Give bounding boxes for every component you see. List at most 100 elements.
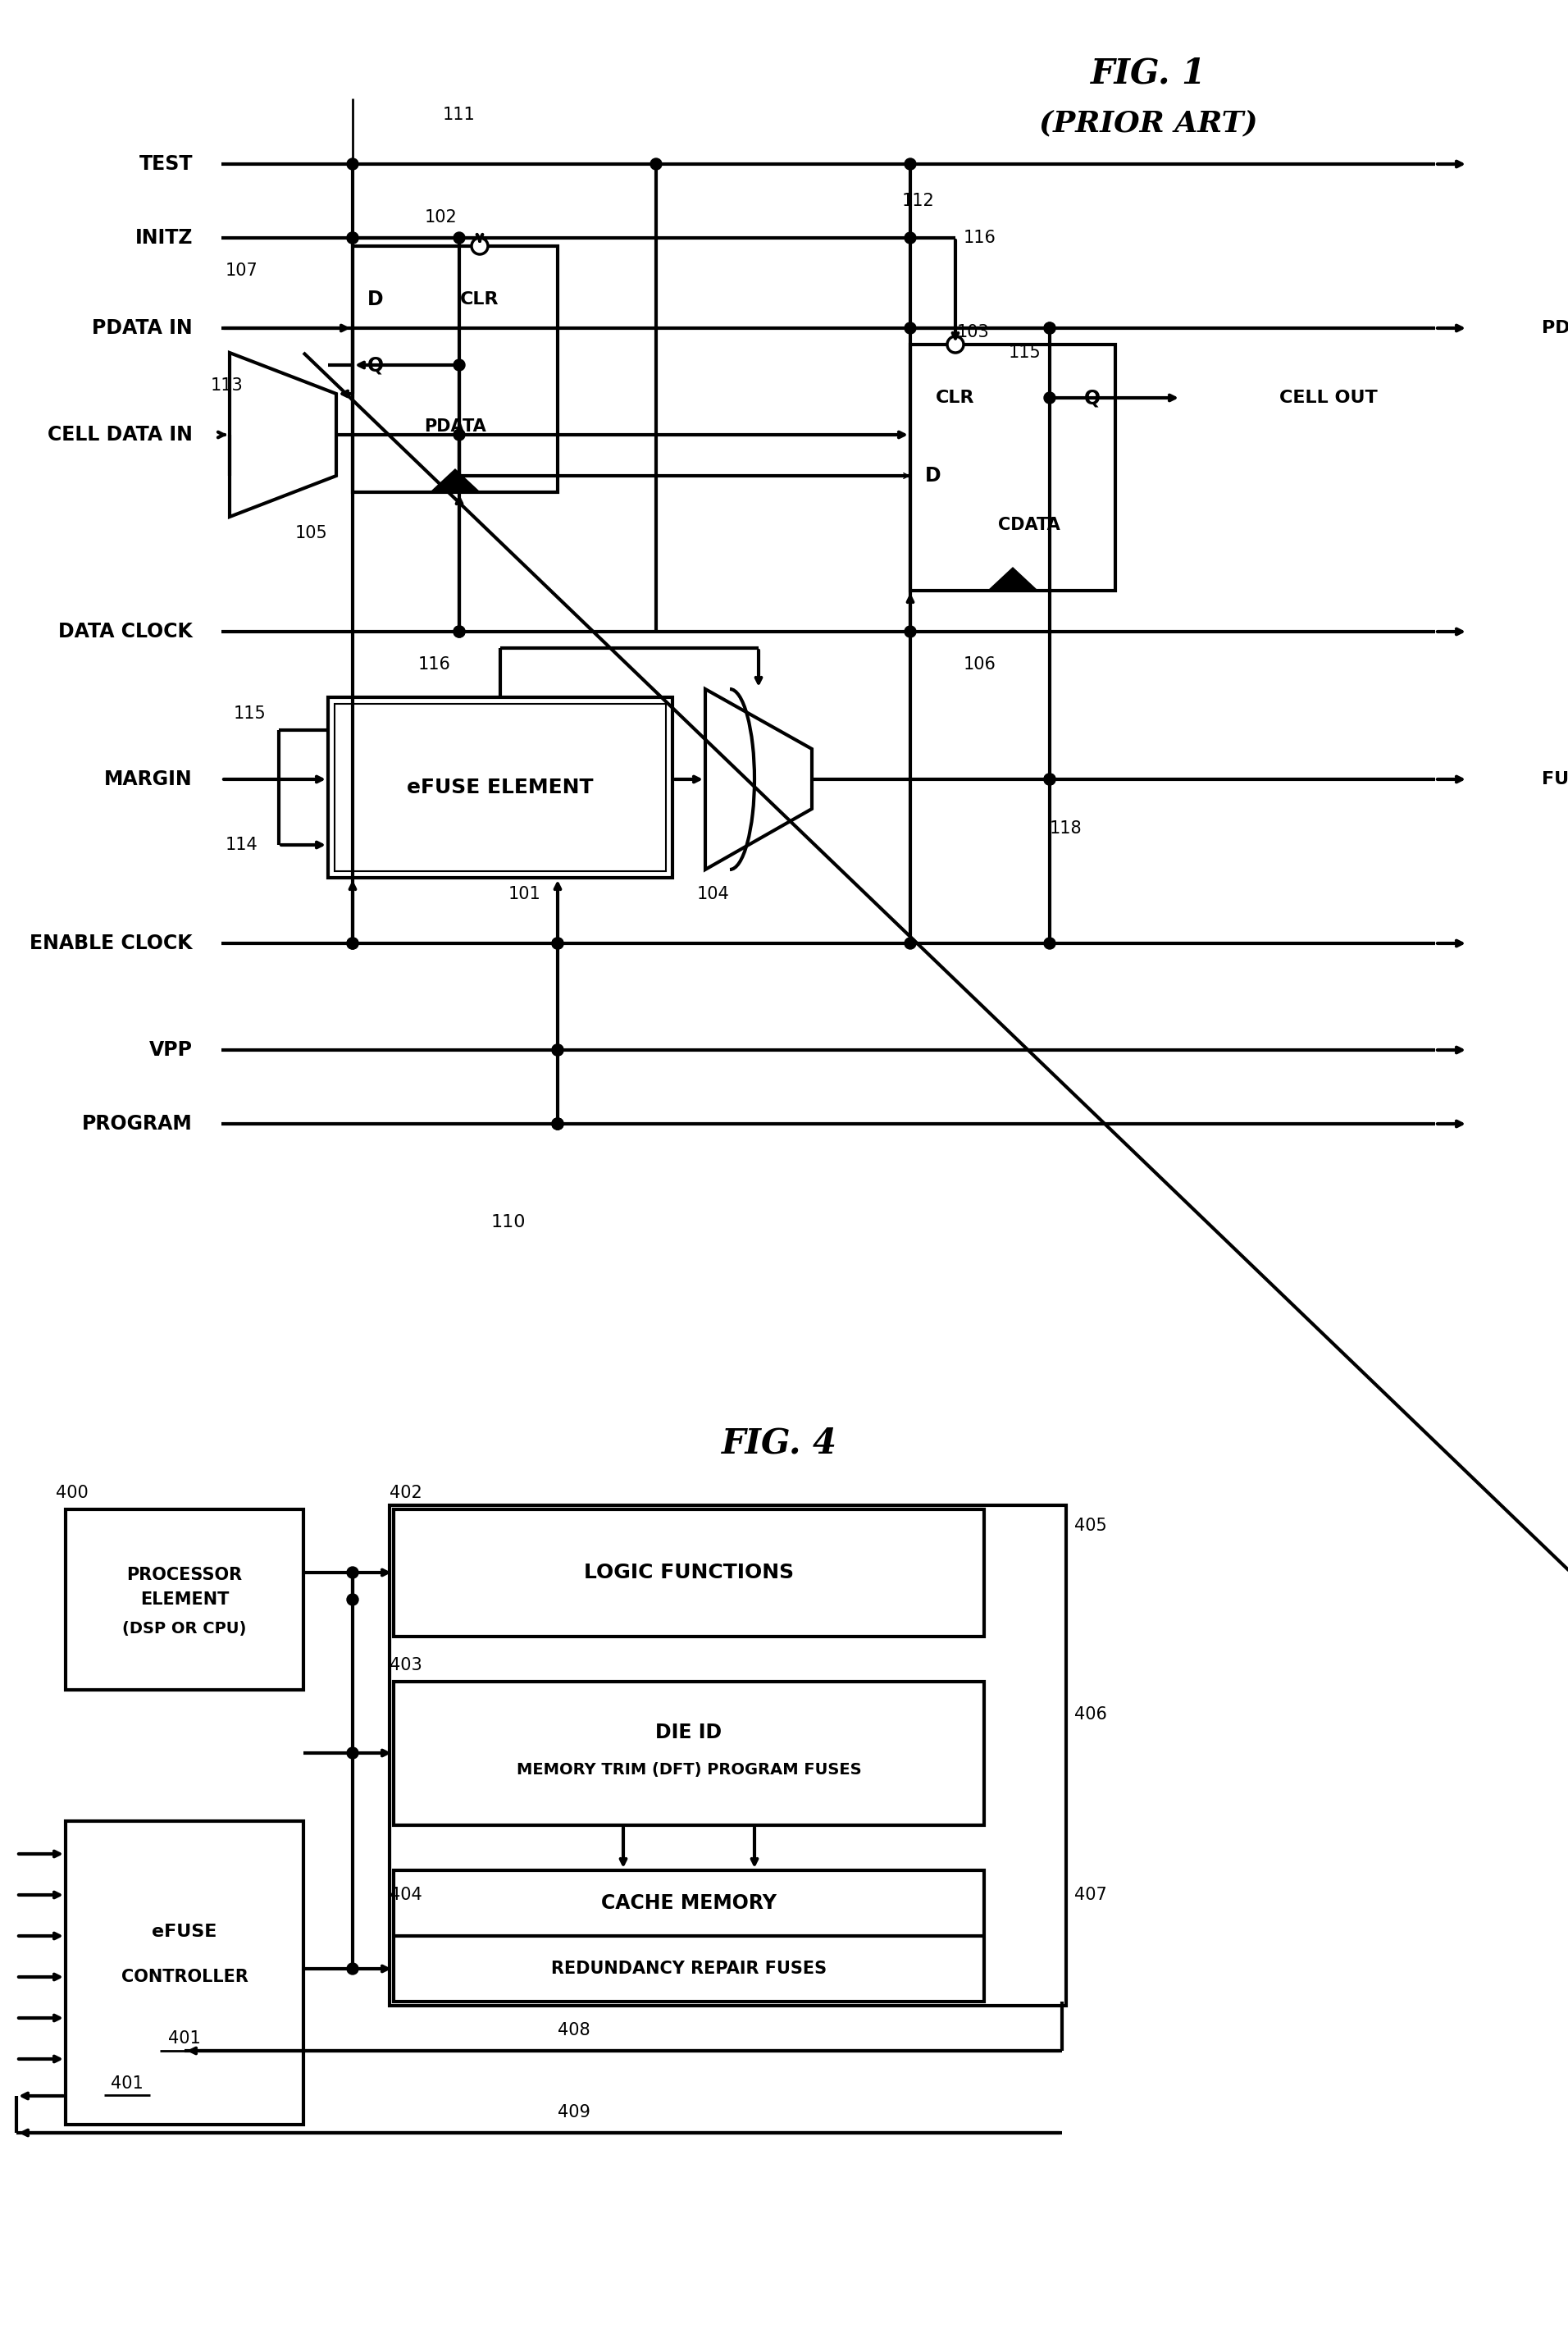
Circle shape [905,937,916,949]
Circle shape [472,239,488,255]
Text: D: D [925,466,941,485]
Text: 107: 107 [226,262,259,279]
Text: 104: 104 [698,885,729,902]
Text: MARGIN: MARGIN [105,771,193,789]
Circle shape [347,1567,359,1579]
Circle shape [347,1747,359,1759]
Text: 103: 103 [956,323,989,340]
Text: 116: 116 [964,230,996,246]
Text: 116: 116 [419,656,452,672]
Bar [66,1822,304,2124]
Circle shape [347,1963,359,1974]
Text: 406: 406 [1074,1707,1107,1724]
Text: 400: 400 [56,1485,88,1501]
Circle shape [905,159,916,171]
Text: 409: 409 [558,2103,591,2120]
Circle shape [552,937,563,949]
Circle shape [347,937,359,949]
Bar [394,1508,985,1637]
Circle shape [1044,773,1055,785]
Text: PDATA OUT: PDATA OUT [1541,321,1568,337]
Text: DATA CLOCK: DATA CLOCK [58,621,193,642]
Text: CLR: CLR [936,389,975,405]
Bar [353,246,558,492]
Text: PDATA IN: PDATA IN [93,319,193,337]
Text: DIE ID: DIE ID [655,1724,723,1742]
Text: LOGIC FUNCTIONS: LOGIC FUNCTIONS [583,1562,793,1583]
Circle shape [347,232,359,244]
Text: FUSE OUTPUT: FUSE OUTPUT [1541,771,1568,787]
Circle shape [905,625,916,637]
Circle shape [1044,773,1055,785]
Bar [394,1682,985,1824]
Text: 402: 402 [389,1485,422,1501]
Text: ELEMENT: ELEMENT [140,1593,229,1609]
Text: VPP: VPP [149,1040,193,1061]
Circle shape [347,1595,359,1604]
Circle shape [1044,323,1055,335]
Text: CLR: CLR [461,290,499,307]
Text: 401: 401 [111,2075,143,2091]
Text: CELL OUT: CELL OUT [1279,389,1378,405]
Circle shape [1044,323,1055,335]
Circle shape [347,232,359,244]
Bar [328,698,673,878]
Circle shape [347,159,359,171]
Text: PDATA: PDATA [423,419,486,436]
Bar [66,1508,304,1691]
Circle shape [453,625,466,637]
Text: REDUNDANCY REPAIR FUSES: REDUNDANCY REPAIR FUSES [550,1960,826,1977]
Circle shape [552,1117,563,1129]
Text: 403: 403 [389,1658,422,1675]
Circle shape [1044,391,1055,403]
Circle shape [651,159,662,171]
Polygon shape [988,567,1038,590]
Text: FIG. 4: FIG. 4 [721,1426,837,1461]
Text: 105: 105 [295,525,328,541]
Text: 401: 401 [168,2031,201,2047]
Text: CELL DATA IN: CELL DATA IN [47,424,193,445]
Text: 118: 118 [1051,820,1082,836]
Circle shape [453,625,466,637]
Text: 113: 113 [210,377,243,393]
Circle shape [453,232,466,244]
Circle shape [552,1045,563,1056]
Text: eFUSE ELEMENT: eFUSE ELEMENT [408,778,594,796]
Text: 102: 102 [425,208,458,225]
Circle shape [905,323,916,335]
Text: 405: 405 [1074,1518,1107,1534]
Text: eFUSE: eFUSE [152,1923,216,1939]
Text: PROGRAM: PROGRAM [82,1115,193,1134]
Text: (DSP OR CPU): (DSP OR CPU) [122,1621,246,1637]
Text: 115: 115 [234,705,267,721]
Circle shape [552,937,563,949]
Text: FIG. 1: FIG. 1 [1090,56,1206,91]
Text: 407: 407 [1074,1888,1107,1904]
Text: CACHE MEMORY: CACHE MEMORY [601,1892,776,1913]
Text: 101: 101 [508,885,541,902]
Circle shape [552,1117,563,1129]
Circle shape [552,1045,563,1056]
Text: 110: 110 [491,1213,525,1230]
Text: Q: Q [367,356,384,375]
Text: 111: 111 [442,108,475,124]
Bar [394,1871,985,2002]
Circle shape [947,337,964,354]
Text: 408: 408 [558,2021,590,2038]
Polygon shape [431,468,480,492]
Text: 106: 106 [964,656,996,672]
Text: PROCESSOR: PROCESSOR [127,1567,243,1583]
Bar [389,1506,1066,2005]
Text: 404: 404 [389,1888,422,1904]
Text: 115: 115 [1008,344,1041,361]
Circle shape [347,937,359,949]
Text: CONTROLLER: CONTROLLER [121,1970,248,1986]
Text: CDATA: CDATA [999,518,1060,534]
Circle shape [1044,937,1055,949]
Circle shape [453,358,466,370]
Text: 112: 112 [902,192,935,208]
Circle shape [552,1117,563,1129]
Bar [334,705,666,871]
Text: TEST: TEST [140,155,193,173]
Text: ENABLE CLOCK: ENABLE CLOCK [30,934,193,953]
